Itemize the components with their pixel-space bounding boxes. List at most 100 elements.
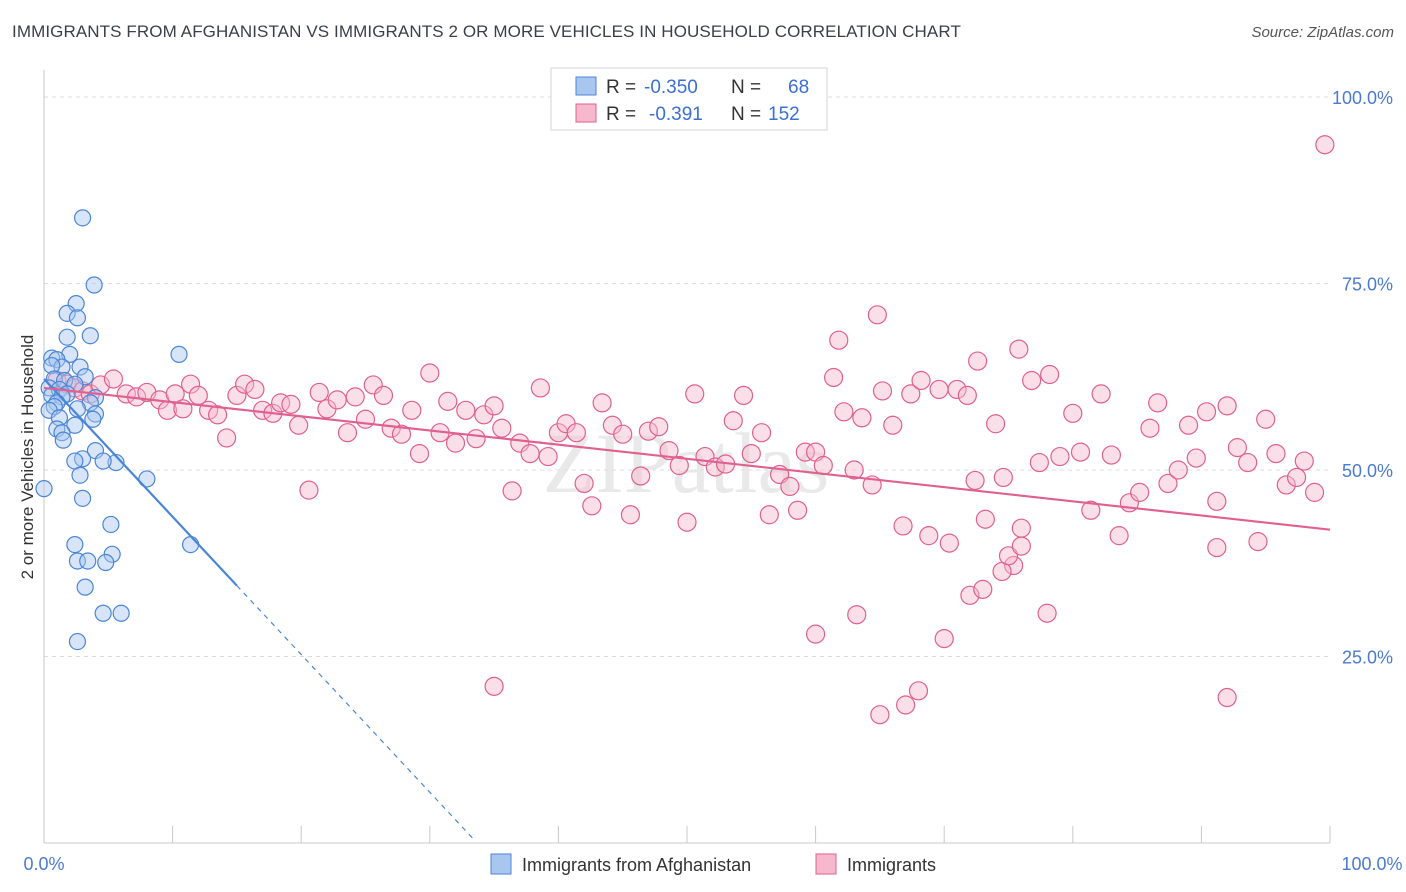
immigrants-point xyxy=(1101,445,1121,465)
immigrants-point xyxy=(1238,452,1258,473)
y-tick-labels: 25.0% 50.0% 75.0% 100.0% xyxy=(1332,88,1393,668)
immigrants-point xyxy=(919,526,939,546)
immigrants-point xyxy=(492,418,512,438)
immigrants-point xyxy=(908,681,929,701)
immigrants-point xyxy=(929,379,949,400)
immigrants-point xyxy=(337,423,358,443)
immigrants-point xyxy=(1256,409,1276,429)
immigrants-point xyxy=(1186,448,1206,468)
immigrants-point xyxy=(847,605,867,625)
immigrants-point xyxy=(934,628,954,649)
immigrants-point xyxy=(1011,518,1031,538)
afghanistan-point xyxy=(58,304,76,322)
afghanistan-point xyxy=(66,416,84,434)
immigrants-point xyxy=(1081,500,1101,520)
afghanistan-point xyxy=(35,480,53,498)
immigrants-point xyxy=(538,446,558,467)
immigrants-point xyxy=(834,402,854,422)
immigrants-point xyxy=(957,385,977,405)
immigrants-point xyxy=(883,415,903,435)
immigrants-point xyxy=(217,428,237,448)
immigrants-point xyxy=(1217,687,1237,708)
immigrants-point xyxy=(968,351,988,371)
immigrants-point xyxy=(759,505,779,525)
legend-n-value-2: 152 xyxy=(768,104,800,125)
chart-title: IMMIGRANTS FROM AFGHANISTAN VS IMMIGRANT… xyxy=(12,22,961,41)
y-tick-label: 25.0% xyxy=(1342,648,1393,668)
immigrants-point xyxy=(592,393,612,413)
immigrants-point xyxy=(456,400,476,420)
watermark: ZIPatlas xyxy=(543,415,830,511)
immigrants-point xyxy=(649,417,669,437)
afghanistan-point xyxy=(97,553,115,572)
immigrants-point xyxy=(741,443,761,464)
immigrants-point xyxy=(1304,482,1325,502)
immigrants-point xyxy=(669,455,689,476)
legend-r-label-1: R = xyxy=(606,77,636,98)
y-tick-label: 75.0% xyxy=(1342,275,1393,295)
immigrants-point xyxy=(870,705,890,725)
immigrants-point xyxy=(1248,532,1268,552)
immigrants-point xyxy=(1148,393,1168,413)
immigrants-point xyxy=(466,429,486,449)
immigrants-point xyxy=(872,381,893,401)
legend-r-label-2: R = xyxy=(606,104,636,125)
immigrants-point xyxy=(998,546,1019,566)
trend-lines xyxy=(43,378,1331,841)
immigrants-point xyxy=(355,409,376,429)
afghanistan-trend-extension xyxy=(236,585,476,841)
afghanistan-point xyxy=(71,466,89,484)
immigrants-point xyxy=(1196,402,1217,422)
immigrants-point xyxy=(613,424,633,444)
y-tick-label: 50.0% xyxy=(1342,461,1393,481)
bottom-legend-swatch-blue xyxy=(490,853,512,875)
immigrants-point xyxy=(1029,452,1049,473)
immigrants-point xyxy=(787,500,808,520)
immigrants-point xyxy=(1109,526,1129,546)
immigrants-point xyxy=(299,480,319,500)
immigrants-point xyxy=(208,405,228,425)
afghanistan-point xyxy=(68,400,87,418)
immigrants-point xyxy=(1168,460,1188,480)
immigrants-point xyxy=(638,421,659,441)
correlation-legend: R = -0.350 N = 68 R = -0.391 N = 152 xyxy=(550,67,828,131)
immigrants-point xyxy=(1130,482,1150,502)
gridlines xyxy=(44,96,1330,657)
afghanistan-point xyxy=(58,328,76,346)
immigrants-point xyxy=(409,443,430,464)
immigrants-point xyxy=(1158,473,1178,494)
immigrants-point xyxy=(1040,364,1060,385)
immigrants-point xyxy=(973,579,993,599)
immigrants-point xyxy=(373,385,394,405)
immigrants-point xyxy=(345,387,365,407)
immigrants-point xyxy=(1315,135,1335,155)
immigrants-point xyxy=(1063,403,1083,423)
afghanistan-point xyxy=(112,604,130,622)
immigrants-point xyxy=(281,394,301,414)
immigrants-points xyxy=(47,135,1335,725)
immigrants-point xyxy=(1217,396,1237,416)
immigrants-point xyxy=(1022,370,1042,391)
bottom-legend-swatch-pink xyxy=(815,853,837,875)
afghanistan-point xyxy=(84,410,102,428)
afghanistan-point xyxy=(43,356,61,375)
series-legend: Immigrants from Afghanistan Immigrants xyxy=(490,853,936,875)
afghanistan-point xyxy=(81,327,99,345)
immigrants-point xyxy=(829,330,849,350)
immigrants-point xyxy=(1178,415,1199,435)
immigrants-point xyxy=(993,467,1013,488)
afghanistan-point xyxy=(182,535,200,554)
immigrants-point xyxy=(1266,443,1286,464)
immigrants-point xyxy=(1050,446,1070,467)
immigrants-point xyxy=(402,400,422,420)
afghanistan-point xyxy=(68,632,87,651)
immigrants-point xyxy=(780,476,800,497)
afghanistan-point xyxy=(102,515,120,534)
immigrants-point xyxy=(1140,418,1160,438)
afghanistan-point xyxy=(94,604,112,622)
chart-source: Source: ZipAtlas.com xyxy=(1251,24,1394,41)
immigrants-point xyxy=(391,424,412,444)
immigrants-point xyxy=(271,393,291,413)
immigrants-point xyxy=(1227,438,1248,458)
immigrants-point xyxy=(1004,555,1024,576)
